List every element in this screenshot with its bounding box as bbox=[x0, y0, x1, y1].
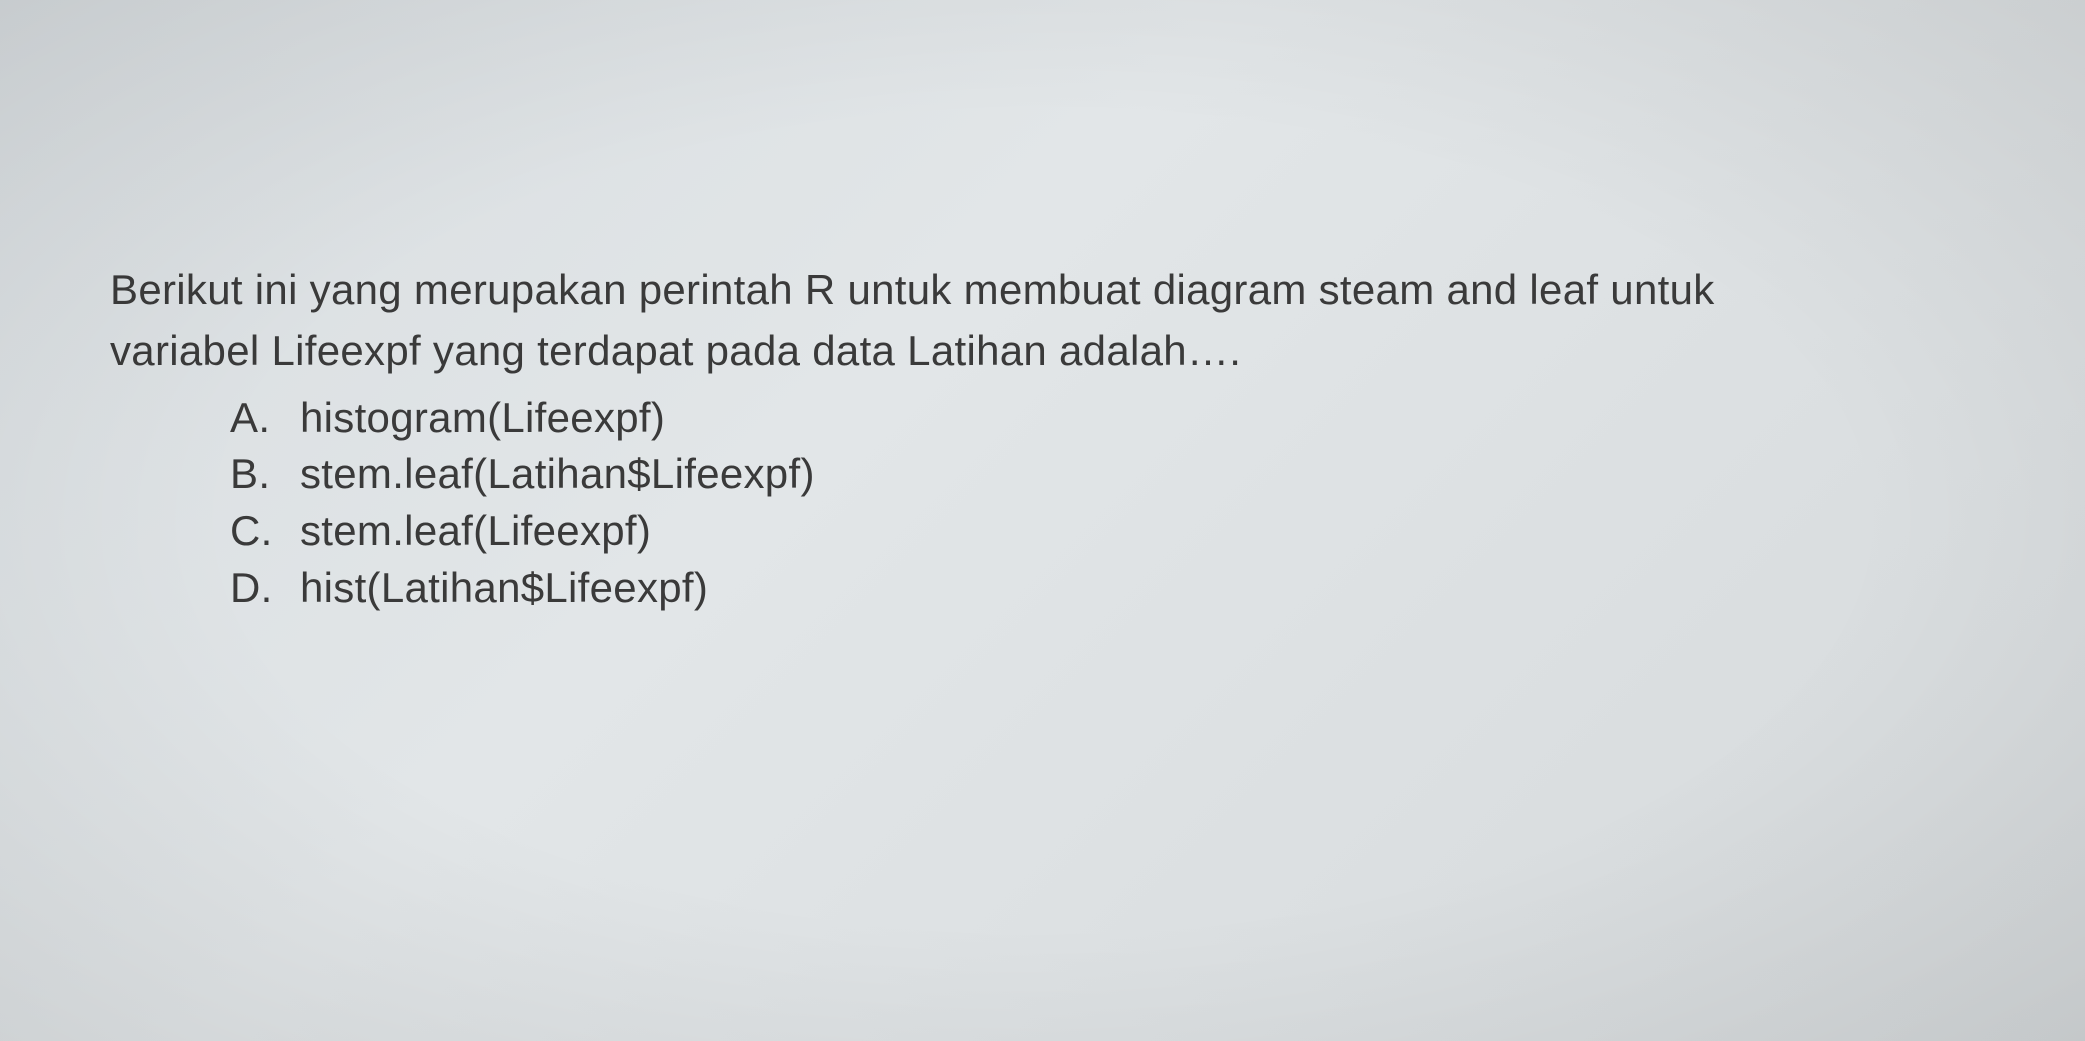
option-text: histogram(Lifeexpf) bbox=[300, 390, 2025, 447]
option-a: A. histogram(Lifeexpf) bbox=[230, 390, 2025, 447]
option-text: hist(Latihan$Lifeexpf) bbox=[300, 560, 2025, 617]
question-line-2: variabel Lifeexpf yang terdapat pada dat… bbox=[110, 321, 2025, 382]
option-letter: B. bbox=[230, 446, 300, 503]
question-line-1: Berikut ini yang merupakan perintah R un… bbox=[110, 260, 2025, 321]
option-d: D. hist(Latihan$Lifeexpf) bbox=[230, 560, 2025, 617]
option-letter: D. bbox=[230, 560, 300, 617]
option-b: B. stem.leaf(Latihan$Lifeexpf) bbox=[230, 446, 2025, 503]
option-text: stem.leaf(Lifeexpf) bbox=[300, 503, 2025, 560]
option-c: C. stem.leaf(Lifeexpf) bbox=[230, 503, 2025, 560]
option-letter: A. bbox=[230, 390, 300, 447]
options-list: A. histogram(Lifeexpf) B. stem.leaf(Lati… bbox=[230, 390, 2025, 617]
option-letter: C. bbox=[230, 503, 300, 560]
question-block: Berikut ini yang merupakan perintah R un… bbox=[110, 260, 2025, 617]
option-text: stem.leaf(Latihan$Lifeexpf) bbox=[300, 446, 2025, 503]
